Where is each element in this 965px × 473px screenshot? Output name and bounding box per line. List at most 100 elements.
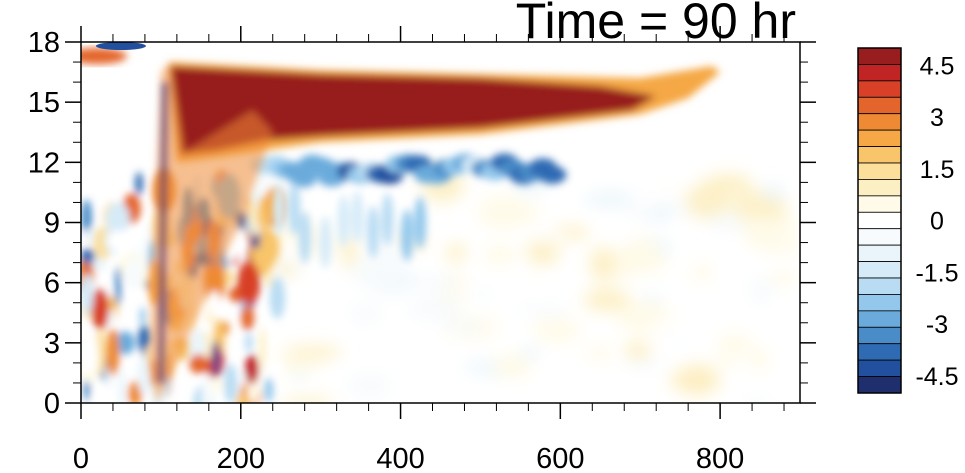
colorbar-label: 3: [930, 104, 944, 132]
noise-patch: [477, 194, 526, 230]
noise-patch: [532, 317, 582, 343]
turbulent-cell: [222, 321, 230, 335]
colorbar-label: -1.5: [915, 259, 958, 287]
noise-patch: [526, 236, 560, 266]
y-tick-label: 15: [28, 87, 60, 119]
colorbar-swatch: [857, 310, 902, 328]
noise-patch: [679, 363, 718, 397]
x-tick-label: 400: [376, 443, 424, 473]
turbulent-cell: [81, 273, 94, 315]
colorbar-swatch: [857, 129, 902, 147]
colorbar-swatch: [857, 162, 902, 180]
positive-band: [148, 62, 721, 403]
negative-plume: [367, 205, 380, 258]
negative-cell: [538, 165, 567, 184]
x-tick-label: 200: [217, 443, 265, 473]
turbulent-cell: [91, 288, 110, 330]
turbulent-cell: [115, 331, 136, 355]
colorbar-swatch: [857, 146, 902, 164]
top-left-patch: [81, 48, 127, 65]
noise-patch: [519, 230, 569, 242]
noise-patch: [737, 359, 754, 395]
plot-area: [81, 42, 800, 403]
turbulent-cell: [189, 354, 209, 374]
colorbar-swatch: [857, 343, 902, 361]
noise-patch: [691, 262, 714, 283]
turbulent-cell: [258, 228, 280, 266]
colorbar-swatch: [857, 277, 902, 295]
colorbar-label: 4.5: [920, 52, 955, 80]
colorbar-swatch: [857, 195, 902, 213]
turbulent-cell: [244, 332, 253, 353]
turbulent-cell: [94, 380, 103, 401]
noise-patch: [283, 345, 342, 360]
noise-patch: [442, 320, 487, 334]
turbulent-cell: [241, 304, 254, 331]
noise-patch: [651, 316, 708, 349]
noise-patch: [273, 356, 323, 374]
turbulent-cell: [212, 340, 220, 378]
top-left-negative: [95, 42, 146, 51]
noise-patch: [755, 203, 784, 219]
turbulent-cell: [132, 245, 139, 263]
y-tick-label: 9: [44, 208, 60, 240]
y-tick-label: 12: [28, 147, 60, 179]
colorbar-swatch: [857, 359, 902, 377]
noise-patch: [588, 364, 631, 379]
noise-patch: [350, 256, 406, 290]
colorbar-swatch: [857, 261, 902, 279]
colorbar-label: -3: [926, 311, 948, 339]
y-tick-label: 0: [44, 388, 60, 420]
noise-patch: [483, 243, 517, 266]
colorbar-swatch: [857, 113, 902, 131]
turbulent-cell: [137, 355, 153, 396]
noise-patch: [624, 340, 651, 361]
noise-patch: [630, 176, 673, 209]
colorbar-swatch: [857, 179, 902, 197]
noise-patch: [763, 183, 784, 202]
colorbar-swatch: [857, 96, 902, 115]
turbulent-cell: [118, 368, 126, 403]
noise-patch: [472, 287, 492, 301]
noise-patch: [350, 302, 383, 325]
noise-patch: [707, 214, 745, 233]
noise-patch: [764, 287, 800, 326]
turbulent-cell: [266, 360, 284, 378]
negative-plume: [288, 182, 301, 235]
noise-patch: [746, 347, 769, 371]
turbulent-cell: [81, 330, 99, 374]
colorbar-frame: [857, 47, 902, 394]
x-tick-label: 600: [536, 443, 584, 473]
noise-patch: [411, 274, 460, 293]
colorbar: 4.5 3 1.5 0 -1.5 -3 -4.5: [857, 47, 959, 394]
noise-patch: [583, 287, 632, 312]
turbulent-cell: [81, 199, 92, 236]
turbulent-cell: [259, 327, 266, 372]
noise-patch: [635, 235, 656, 247]
colorbar-swatch: [857, 326, 902, 345]
front-negative-streak: [158, 82, 168, 383]
noise-patch: [280, 397, 335, 403]
negative-cell: [289, 169, 318, 188]
field-layer: [81, 42, 800, 403]
turbulent-cell: [135, 171, 143, 196]
colorbar-swatch: [857, 64, 902, 82]
y-tick-label: 3: [44, 328, 60, 360]
turbulent-cell: [236, 393, 250, 403]
negative-plume: [414, 196, 427, 249]
noise-patch: [748, 277, 774, 305]
turbulent-cell: [207, 290, 220, 314]
negative-plume: [401, 209, 414, 262]
colorbar-label: -4.5: [915, 363, 958, 391]
turbulent-cell: [106, 328, 120, 376]
noise-patch: [583, 191, 640, 208]
turbulent-cell: [236, 261, 261, 305]
turbulent-cell: [139, 306, 146, 327]
noise-patch: [685, 182, 731, 220]
noise-patch: [516, 304, 573, 316]
noise-patch: [622, 271, 678, 298]
colorbar-label: 1.5: [920, 156, 955, 184]
negative-plume: [381, 193, 394, 246]
colorbar-swatch: [857, 228, 902, 246]
